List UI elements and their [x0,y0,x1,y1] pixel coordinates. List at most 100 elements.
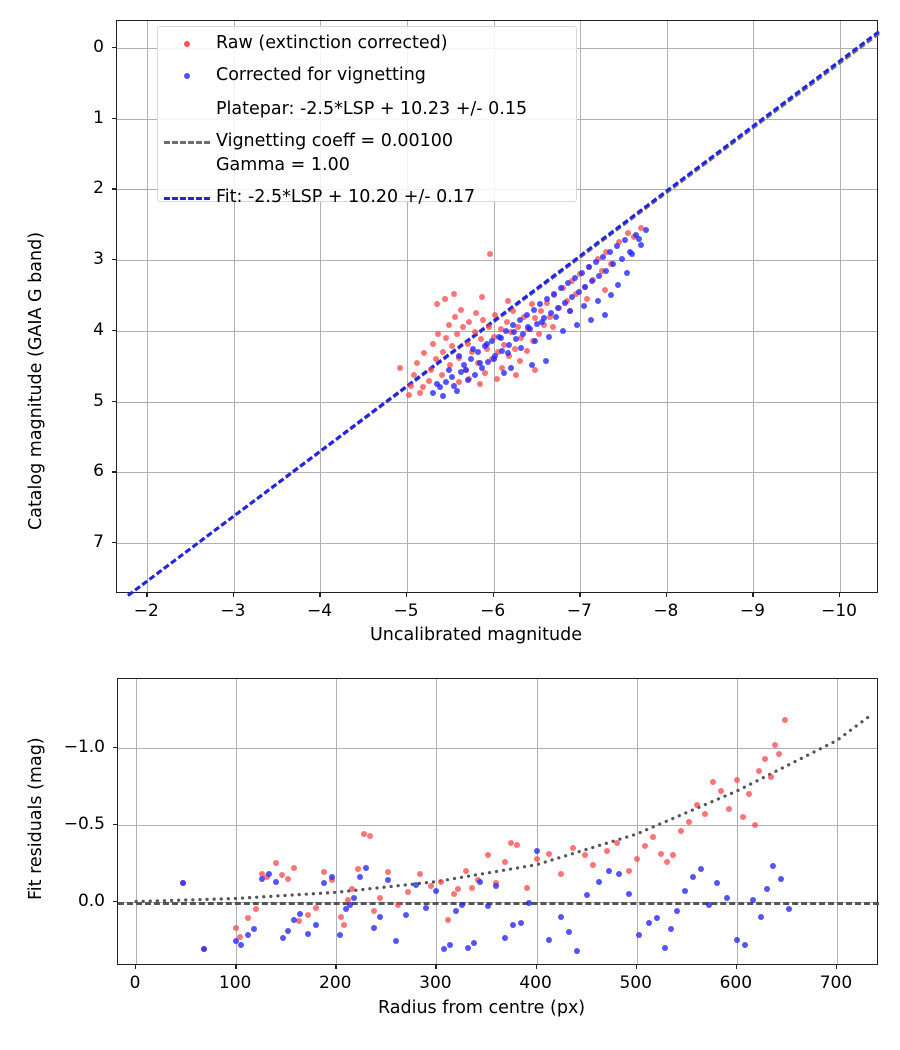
data-point [685,818,692,825]
data-point [643,227,650,234]
data-point [338,913,345,920]
data-point [436,384,443,391]
y-axis-tick-label: 7 [93,532,104,553]
y-axis-tick [113,823,117,826]
top-plot-x-axis-label: Uncalibrated magnitude [370,625,582,645]
gridline-vertical [636,679,638,964]
blue-dashed-line-icon [164,196,210,200]
data-point [329,877,336,884]
data-point [305,912,312,919]
data-point [512,345,519,352]
data-point [440,349,447,356]
x-axis-tick-label: −8 [653,601,679,621]
gridline-vertical [536,679,538,964]
data-point [454,387,461,394]
legend-item-label: Vignetting coeff = 0.00100 [216,131,454,152]
data-point [755,768,762,775]
data-point [411,371,417,378]
data-point [637,225,644,232]
legend-marker-blue-icon [158,73,216,79]
data-point [417,390,424,397]
x-axis-tick [579,593,581,597]
data-point [605,867,612,874]
legend-item[interactable]: Gamma = 1.00 [158,155,350,177]
data-point [520,331,527,338]
data-point [464,340,471,347]
x-axis-tick [839,593,841,597]
data-point [447,941,454,948]
data-point [297,910,304,917]
data-point [233,924,240,931]
data-point [497,326,504,333]
x-axis-tick [635,965,638,969]
data-point [405,889,412,896]
x-axis-tick-label: 500 [619,973,652,993]
legend-item[interactable]: Platepar: -2.5*LSP + 10.23 +/- 0.15 [158,99,527,121]
x-axis-tick-label: −3 [220,601,246,621]
data-point [454,331,461,338]
data-point [584,296,591,302]
data-point [533,855,540,862]
legend-item[interactable]: Raw (extinction corrected) [158,33,448,55]
data-point [337,932,344,939]
data-point [516,317,523,324]
red-dot-icon [184,41,190,47]
data-point [741,941,748,948]
data-point [477,336,484,343]
legend-item[interactable]: Fit: -2.5*LSP + 10.20 +/- 0.17 [158,187,475,209]
data-point [569,844,576,851]
x-axis-tick-label: 600 [719,973,753,993]
x-axis-tick [232,593,235,597]
data-point [425,378,432,385]
gridline-vertical [840,21,842,592]
data-point [485,358,492,365]
data-point [478,293,485,300]
data-point [393,938,400,945]
data-point [421,350,428,357]
data-point [598,267,605,274]
data-point [377,913,384,920]
data-point [544,296,551,302]
data-point [535,331,542,338]
data-point [345,897,352,903]
data-point [233,938,240,945]
data-point [341,921,348,928]
data-point [476,380,483,387]
data-point [558,285,565,292]
data-point [468,356,475,363]
data-point [501,341,508,348]
data-point [507,364,514,371]
data-point [469,349,476,356]
data-point [733,777,740,784]
data-point [504,298,511,305]
data-point [285,927,292,934]
legend-item[interactable]: Vignetting coeff = 0.00100 [158,131,453,153]
data-point [237,933,244,940]
data-point [527,326,534,333]
x-axis-tick-label: 200 [319,973,352,993]
data-point [371,907,378,914]
data-point [445,322,452,329]
data-point [471,371,478,378]
legend-marker-red-icon [158,41,216,47]
data-point [466,319,473,326]
y-axis-tick [112,542,116,544]
data-point [540,322,547,329]
data-point [494,375,501,382]
y-axis-tick [113,747,117,749]
data-point [608,292,615,299]
data-point [583,892,590,899]
data-point [785,906,792,913]
legend-item[interactable]: Corrected for vignetting [158,65,426,87]
y-axis-tick-label: −0.5 [63,813,105,834]
data-point [513,371,520,378]
x-axis-tick-label: 0 [129,973,141,993]
data-point [413,881,420,888]
data-point [499,347,506,354]
data-point [525,324,532,331]
data-point [501,935,508,942]
data-point [769,863,776,870]
data-point [523,312,530,319]
data-point [296,918,303,925]
data-point [757,913,764,920]
